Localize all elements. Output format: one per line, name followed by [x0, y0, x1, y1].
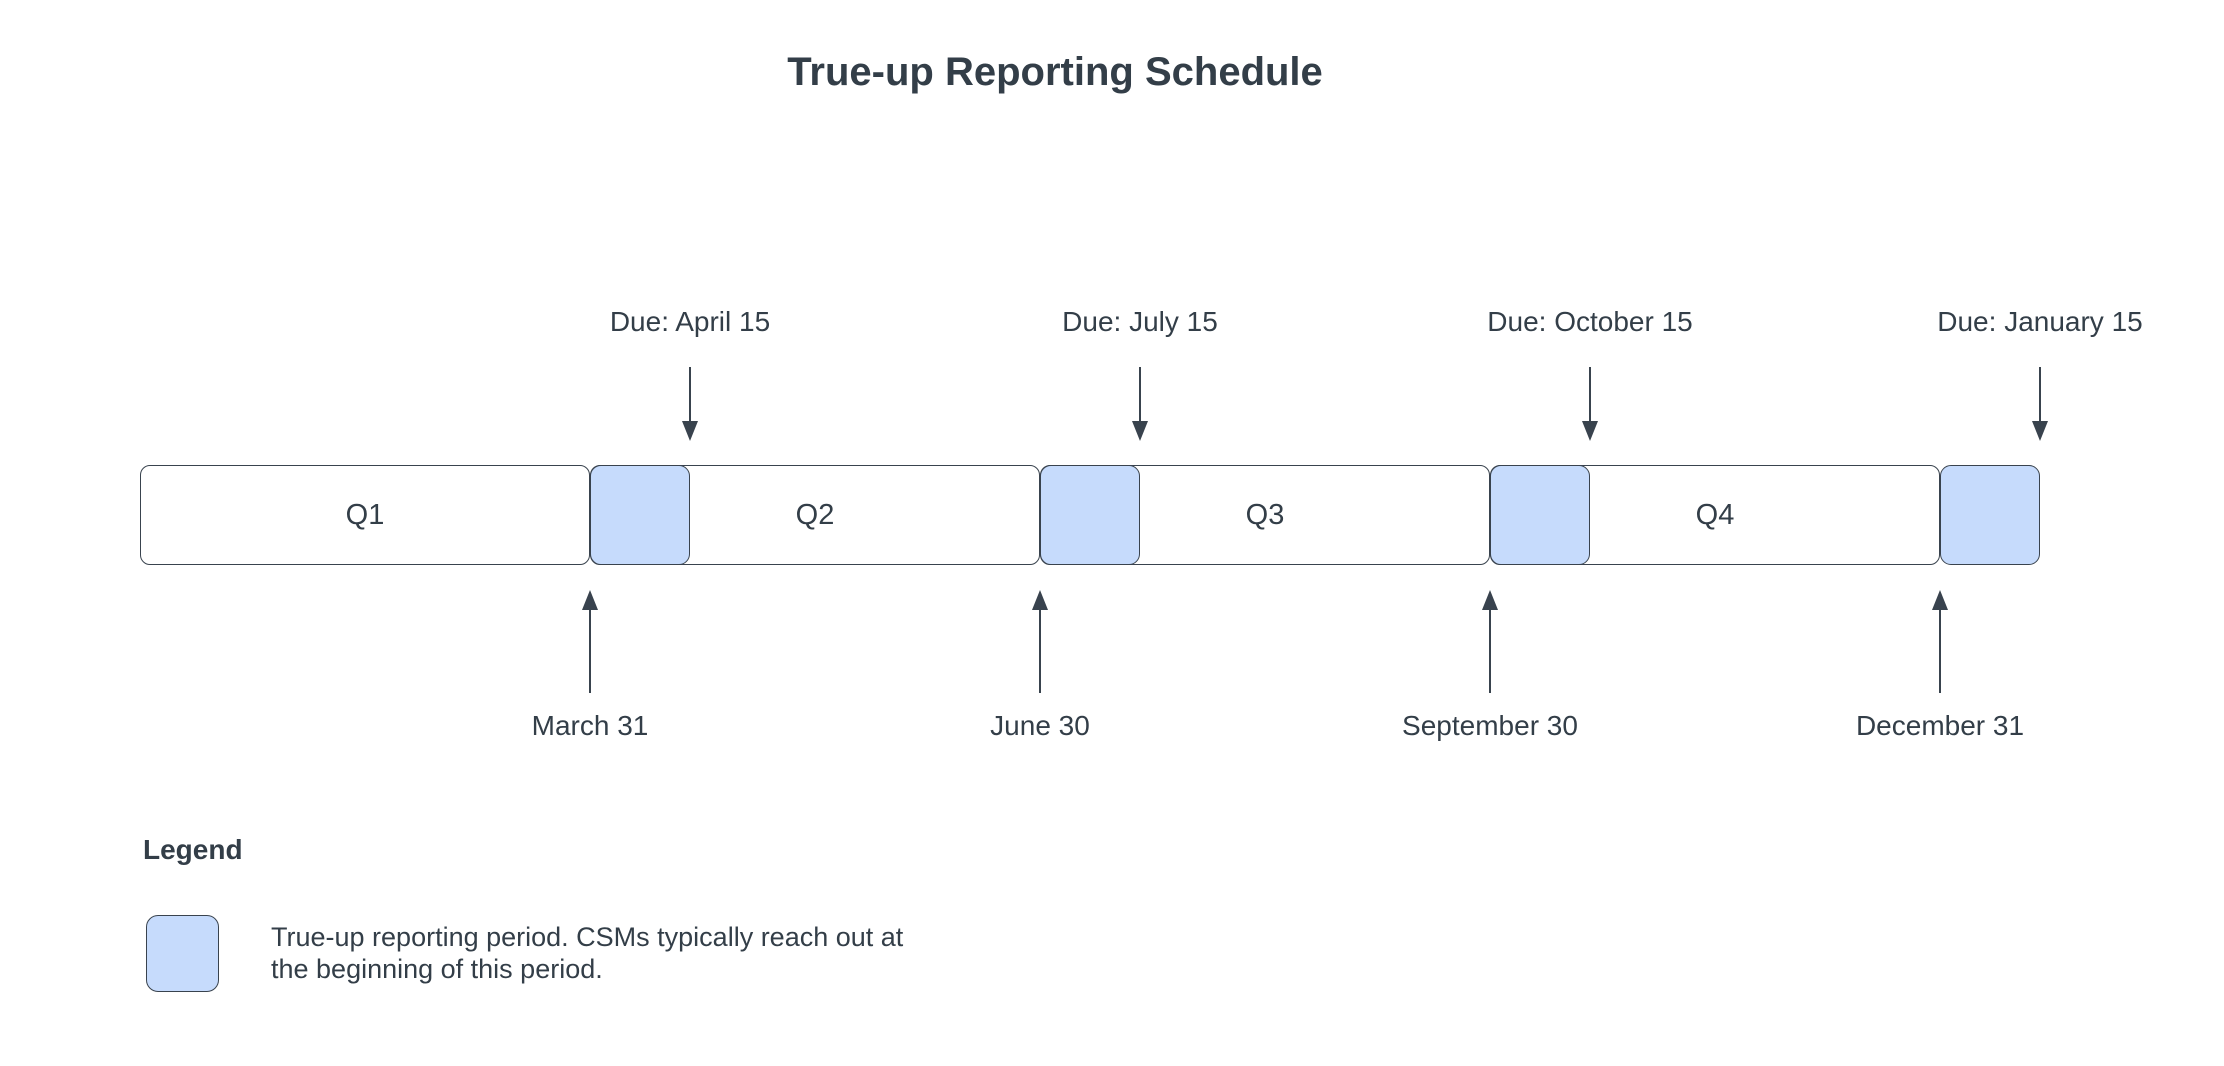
- arrow-head: [682, 421, 698, 441]
- legend-title: Legend: [143, 834, 243, 865]
- down-arrow-icon-2: [1131, 367, 1149, 441]
- trueup-period-box-2: [1040, 465, 1140, 565]
- down-arrow-icon-1: [681, 367, 699, 441]
- trueup-period-box-3: [1490, 465, 1590, 565]
- arrow-line: [1589, 367, 1591, 422]
- up-arrow-icon-3: [1481, 590, 1499, 693]
- arrow-head: [1032, 590, 1048, 610]
- quarter-end-label-q2: June 30: [990, 710, 1090, 741]
- arrow-line: [1039, 609, 1041, 693]
- up-arrow-icon-1: [581, 590, 599, 693]
- trueup-period-box-1: [590, 465, 690, 565]
- quarter-label-q2: Q2: [795, 498, 835, 531]
- down-arrow-icon-4: [2031, 367, 2049, 441]
- legend-description: True-up reporting period. CSMs typically…: [271, 921, 903, 985]
- up-arrow-icon-4: [1931, 590, 1949, 693]
- quarter-label-q3: Q3: [1245, 498, 1285, 531]
- due-date-label-q3: Due: October 15: [1487, 306, 1693, 337]
- legend-swatch: [146, 915, 219, 992]
- quarter-end-label-q4: December 31: [1855, 710, 2025, 741]
- legend-description-line-1: True-up reporting period. CSMs typically…: [271, 922, 904, 952]
- down-arrow-icon-3: [1581, 367, 1599, 441]
- arrow-line: [1139, 367, 1141, 422]
- arrow-head: [582, 590, 598, 610]
- due-date-label-q1: Due: April 15: [609, 306, 771, 337]
- quarter-end-label-q3: September 30: [1402, 710, 1578, 741]
- arrow-head: [2032, 421, 2048, 441]
- arrow-head: [1482, 590, 1498, 610]
- arrow-line: [2039, 367, 2041, 422]
- arrow-line: [589, 609, 591, 693]
- arrow-head: [1582, 421, 1598, 441]
- trueup-period-box-4: [1940, 465, 2040, 565]
- arrow-line: [1939, 609, 1941, 693]
- arrow-line: [1489, 609, 1491, 693]
- due-date-label-q2: Due: July 15: [1062, 306, 1218, 337]
- quarter-label-q4: Q4: [1695, 498, 1735, 531]
- legend-description-line-2: the beginning of this period.: [271, 954, 603, 984]
- due-date-label-q4: Due: January 15: [1937, 306, 2143, 337]
- quarter-box-q1: Q1: [140, 465, 590, 565]
- quarter-end-label-q1: March 31: [531, 710, 649, 741]
- arrow-head: [1132, 421, 1148, 441]
- page-title: True-up Reporting Schedule: [787, 50, 1323, 94]
- up-arrow-icon-2: [1031, 590, 1049, 693]
- arrow-line: [689, 367, 691, 422]
- arrow-head: [1932, 590, 1948, 610]
- quarter-label-q1: Q1: [345, 498, 385, 531]
